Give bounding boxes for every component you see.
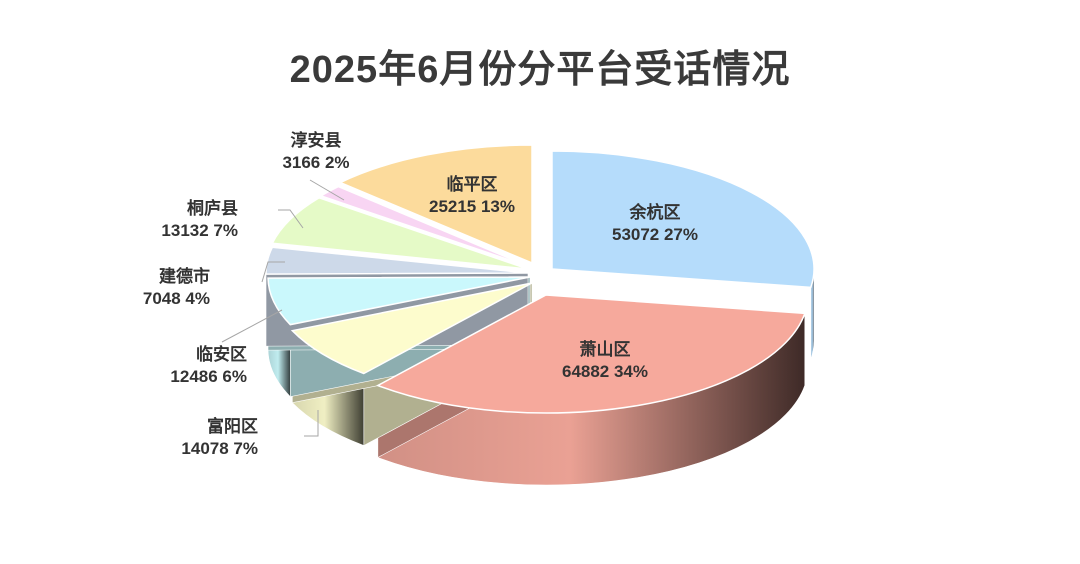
pie-slice xyxy=(265,246,529,275)
slice-value-label: 3166 2% xyxy=(282,153,349,172)
slice-value-label: 13132 7% xyxy=(161,221,238,240)
slice-name-label: 余杭区 xyxy=(629,202,681,222)
slice-value-label: 53072 27% xyxy=(612,225,698,244)
pie-slice xyxy=(267,276,531,326)
leader-line xyxy=(304,410,319,437)
slice-value-label: 64882 34% xyxy=(562,362,648,381)
slice-value-label: 7048 4% xyxy=(143,289,210,308)
leader-line xyxy=(309,179,345,201)
slice-name-label: 临安区 xyxy=(196,344,247,364)
pie-slice xyxy=(551,150,815,289)
pie-slice xyxy=(290,282,533,375)
slice-name-label: 临平区 xyxy=(447,174,498,194)
slice-name-label: 富阳区 xyxy=(207,416,258,436)
chart-title: 2025年6月份分平台受话情况 xyxy=(289,49,791,91)
leader-line xyxy=(221,309,283,343)
slice-name-label: 桐庐县 xyxy=(187,198,238,218)
slice-name-label: 建德市 xyxy=(159,266,210,286)
slice-name-label: 淳安县 xyxy=(291,130,342,150)
pie-slice xyxy=(271,197,529,270)
pie-slice xyxy=(338,144,533,265)
leader-line xyxy=(278,209,304,229)
slice-value-label: 25215 13% xyxy=(429,197,515,216)
slice-value-label: 14078 7% xyxy=(181,439,258,458)
slice-value-label: 12486 6% xyxy=(170,367,247,386)
leader-line xyxy=(261,261,285,283)
slice-name-label: 萧山区 xyxy=(580,340,631,359)
pie-slice xyxy=(376,294,806,414)
